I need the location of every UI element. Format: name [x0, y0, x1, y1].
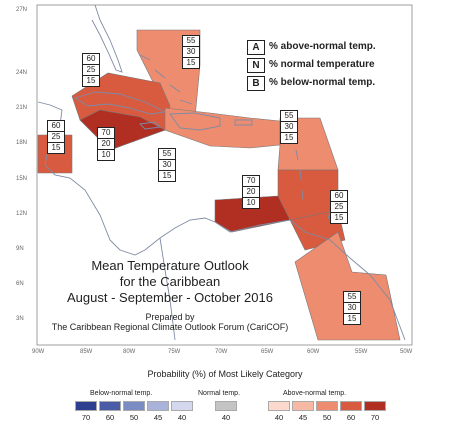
- forecast-box: 60 25 15: [330, 190, 348, 224]
- legend-swatch-above: [292, 401, 314, 411]
- legend-swatch-below: [171, 401, 193, 411]
- forecast-above: 60: [51, 121, 61, 130]
- lon-label: 85W: [80, 349, 93, 355]
- lon-label: 65W: [261, 349, 274, 355]
- key-row-above: A % above-normal temp.: [247, 40, 376, 55]
- organization: The Caribbean Regional Climate Outlook F…: [51, 322, 289, 332]
- key-row-normal: N % normal temperature: [247, 58, 375, 73]
- legend-swatch-below: [147, 401, 169, 411]
- lon-label: 60W: [307, 349, 320, 355]
- legend-tick-below: 40: [177, 413, 187, 422]
- legend-tick-normal: 40: [221, 413, 231, 422]
- forecast-above: 70: [246, 176, 256, 185]
- forecast-normal: 30: [281, 121, 297, 132]
- forecast-box: 60 25 15: [82, 53, 100, 87]
- forecast-below: 15: [281, 132, 297, 143]
- forecast-normal: 30: [159, 159, 175, 170]
- forecast-box: 55 30 15: [158, 148, 176, 182]
- key-text: % above-normal temp.: [269, 41, 376, 52]
- region-guianas: [294, 231, 401, 341]
- lat-label: 21N: [16, 105, 28, 111]
- lat-label: 27N: [16, 7, 28, 13]
- key-letter: B: [247, 76, 265, 91]
- lon-label: 50W: [400, 349, 413, 355]
- legend-title: Probability (%) of Most Likely Category: [147, 369, 303, 379]
- forecast-above: 55: [162, 149, 172, 158]
- legend-swatch-below: [75, 401, 97, 411]
- key-text: % normal temperature: [269, 59, 375, 70]
- forecast-normal: 20: [243, 186, 259, 197]
- lat-label: 15N: [16, 176, 28, 182]
- key-letter: N: [247, 58, 265, 73]
- lon-label: 55W: [355, 349, 368, 355]
- forecast-below: 10: [243, 197, 259, 208]
- forecast-below: 15: [331, 212, 347, 223]
- forecast-normal: 25: [83, 64, 99, 75]
- forecast-normal: 30: [183, 46, 199, 57]
- legend-tick-below: 70: [81, 413, 91, 422]
- legend-swatch-above: [268, 401, 290, 411]
- legend-tick-above: 45: [298, 413, 308, 422]
- forecast-normal: 20: [98, 138, 114, 149]
- lat-label: 9N: [16, 246, 24, 252]
- forecast-below: 15: [159, 170, 175, 181]
- forecast-above: 55: [186, 36, 196, 45]
- legend-swatch-below: [123, 401, 145, 411]
- forecast-below: 10: [98, 149, 114, 160]
- legend-swatch-normal: [215, 401, 237, 411]
- key-letter: A: [247, 40, 265, 55]
- lon-label: 75W: [168, 349, 181, 355]
- legend-normal-label: Normal temp.: [198, 390, 241, 397]
- map-title-line2: for the Caribbean: [119, 274, 221, 289]
- map-title-line3: August - September - October 2016: [67, 290, 273, 305]
- lat-label: 12N: [16, 211, 28, 217]
- forecast-normal: 25: [48, 131, 64, 142]
- forecast-below: 15: [344, 313, 360, 324]
- forecast-below: 15: [183, 57, 199, 68]
- legend-tick-above: 70: [370, 413, 380, 422]
- legend-swatch-below: [99, 401, 121, 411]
- lon-label: 70W: [215, 349, 228, 355]
- lat-label: 6N: [16, 281, 24, 287]
- forecast-box: 55 30 15: [182, 35, 200, 69]
- forecast-normal: 25: [331, 201, 347, 212]
- legend-tick-below: 50: [129, 413, 139, 422]
- legend-swatch-above: [316, 401, 338, 411]
- legend-above-label: Above-normal temp.: [283, 390, 347, 397]
- legend-tick-below: 45: [153, 413, 163, 422]
- lon-label: 90W: [32, 349, 45, 355]
- forecast-above: 55: [284, 111, 294, 120]
- forecast-below: 15: [48, 142, 64, 153]
- lat-label: 24N: [16, 70, 28, 76]
- key-text: % below-normal temp.: [269, 77, 376, 88]
- lon-label: 80W: [123, 349, 136, 355]
- forecast-box: 55 30 15: [343, 291, 361, 325]
- forecast-box: 60 25 15: [47, 120, 65, 154]
- forecast-box: 70 20 10: [97, 127, 115, 161]
- forecast-above: 70: [101, 128, 111, 137]
- map-title-line1: Mean Temperature Outlook: [91, 258, 249, 273]
- forecast-above: 60: [334, 191, 344, 200]
- forecast-below: 15: [83, 75, 99, 86]
- lat-label: 18N: [16, 140, 28, 146]
- forecast-above: 55: [347, 292, 357, 301]
- caribbean-map: [36, 4, 413, 346]
- prepared-by: Prepared by: [145, 312, 195, 322]
- forecast-above: 60: [86, 54, 96, 63]
- legend-tick-below: 60: [105, 413, 115, 422]
- lat-label: 3N: [16, 316, 24, 322]
- legend-swatch-above: [364, 401, 386, 411]
- legend-tick-above: 40: [274, 413, 284, 422]
- forecast-box: 55 30 15: [280, 110, 298, 144]
- legend-below-label: Below-normal temp.: [90, 390, 153, 397]
- legend-tick-above: 50: [322, 413, 332, 422]
- legend-swatch-above: [340, 401, 362, 411]
- forecast-normal: 30: [344, 302, 360, 313]
- legend-tick-above: 60: [346, 413, 356, 422]
- key-row-below: B % below-normal temp.: [247, 76, 376, 91]
- forecast-box: 70 20 10: [242, 175, 260, 209]
